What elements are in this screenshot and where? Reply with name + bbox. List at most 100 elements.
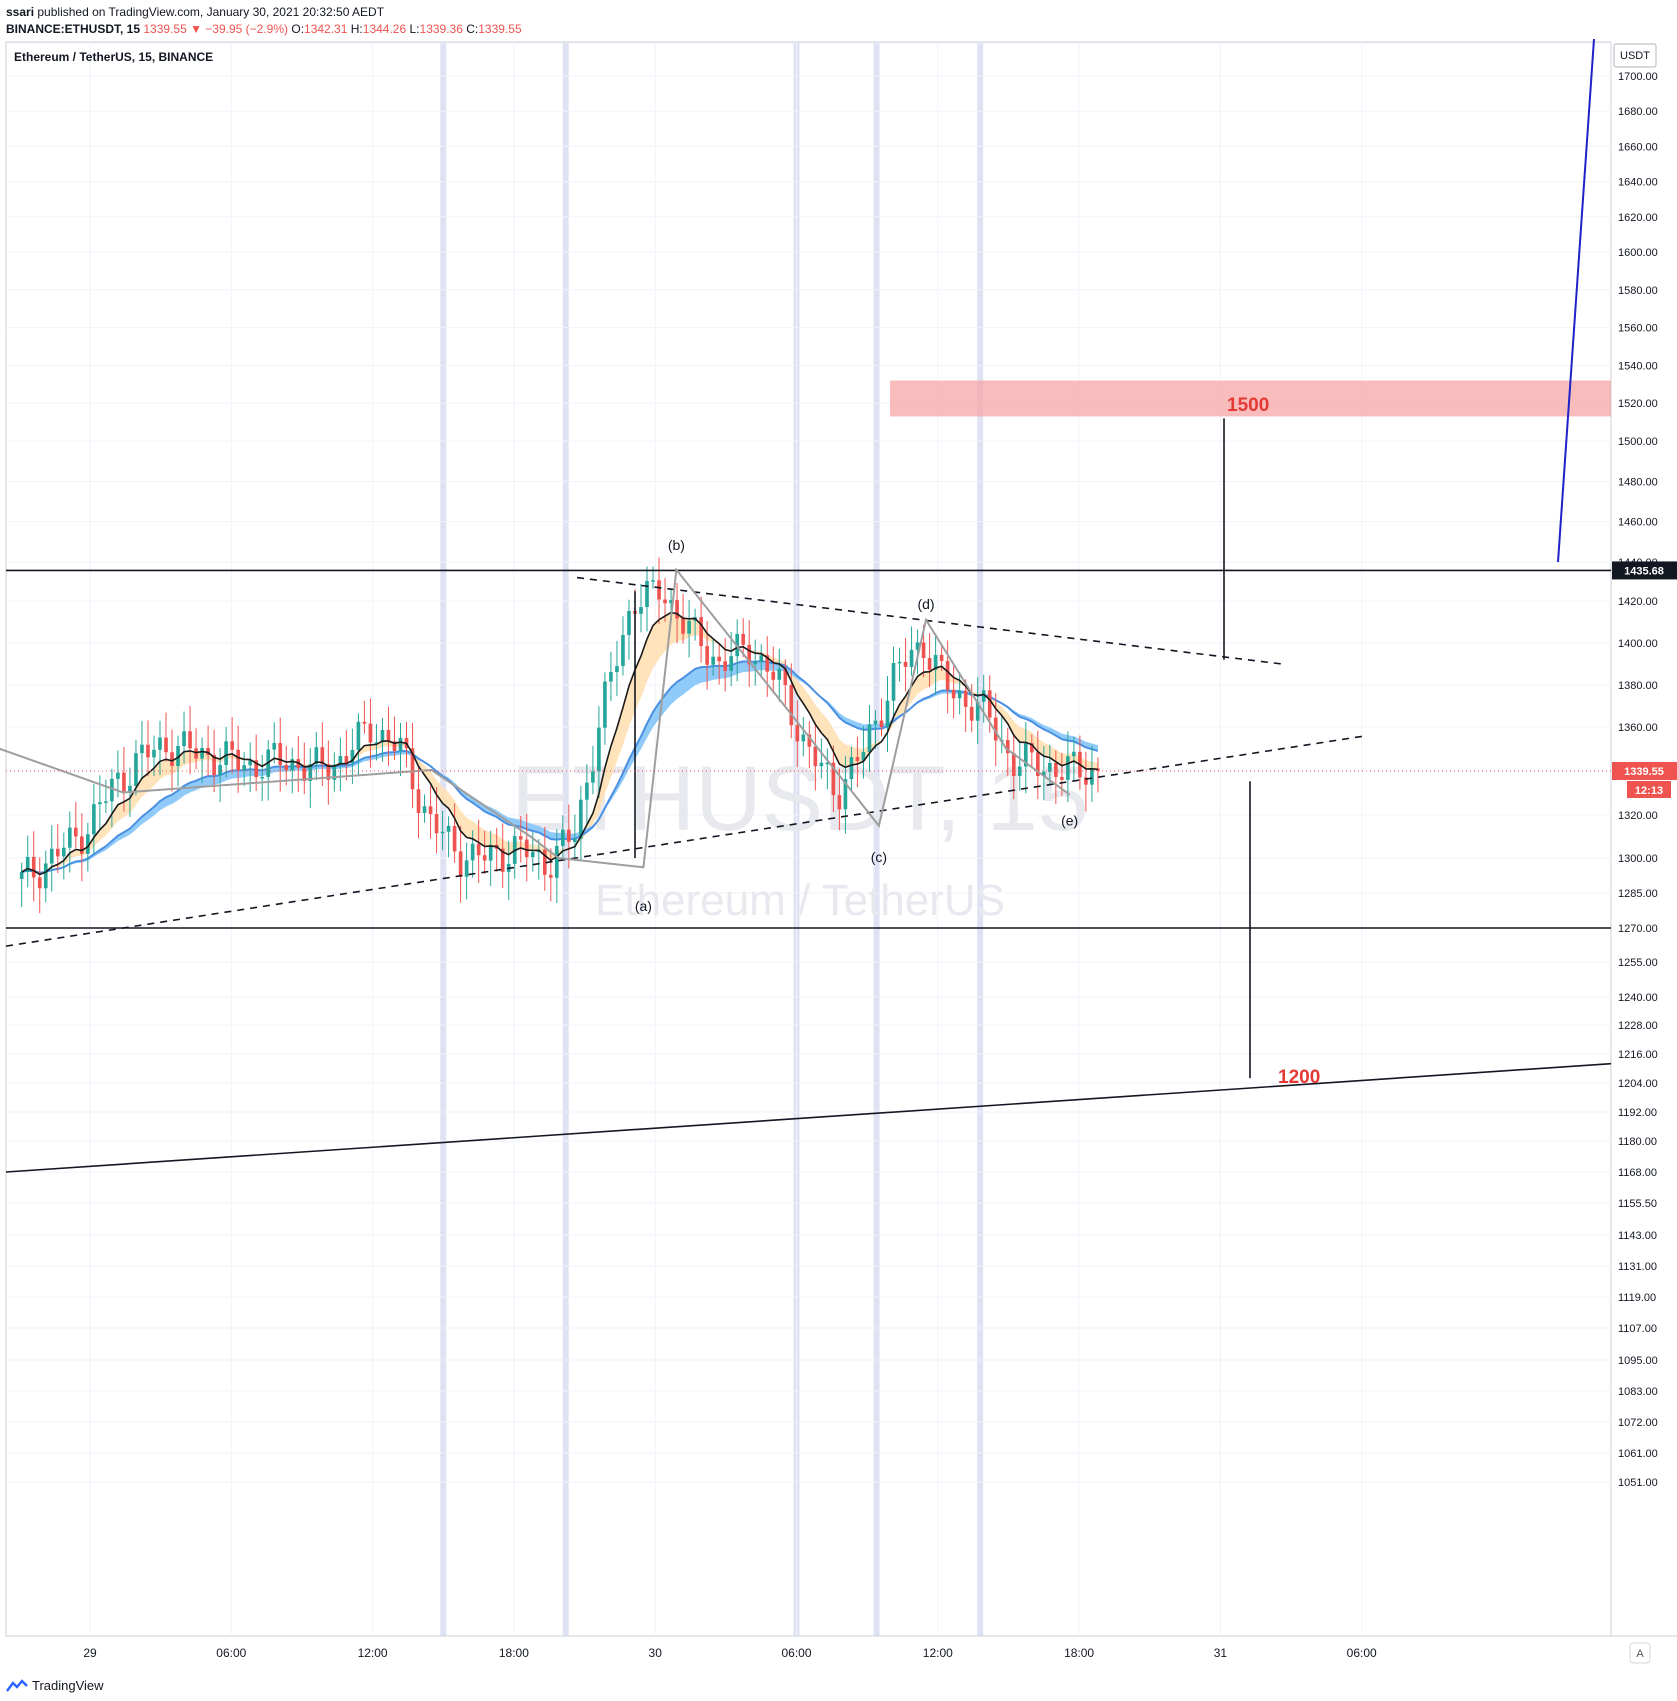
candle-body (416, 789, 421, 813)
currency-label: USDT (1620, 50, 1650, 62)
fast-moving-average (21, 611, 1098, 876)
candle-body (567, 829, 571, 842)
close-value: 1339.55 (478, 22, 522, 36)
time-tick-label: 06:00 (1347, 1646, 1377, 1660)
price-tick-label: 1620.00 (1618, 212, 1658, 224)
candle-body (801, 734, 806, 742)
price-tick-label: 1460.00 (1618, 517, 1658, 529)
auto-scale-button[interactable] (1629, 1642, 1651, 1664)
low-label: L: (409, 22, 420, 36)
candle-body (554, 845, 559, 878)
candles (19, 557, 1100, 914)
price-axis[interactable]: 1700.00 1680.00 1660.00 1640.00 1620.00 1600.… (1618, 71, 1658, 1489)
candle-body (260, 776, 265, 779)
candle-body (164, 737, 168, 753)
candle-body (675, 600, 679, 619)
candle-body (140, 744, 144, 754)
countdown-text: 12:13 (1635, 785, 1663, 797)
candle-body (831, 762, 836, 796)
candle-body (242, 765, 246, 771)
auto-scale-label: A (1636, 1648, 1644, 1660)
open-value: 1342.31 (304, 22, 348, 36)
candle-body (1005, 740, 1010, 754)
candle-body (290, 759, 295, 771)
candle-body (67, 827, 72, 848)
price-tick-label: 1660.00 (1618, 141, 1658, 153)
candle-body (61, 847, 66, 857)
candle-body (548, 874, 553, 878)
candle-body (236, 749, 240, 771)
target-down-label: 1200 (1278, 1067, 1320, 1088)
candle-body (879, 720, 884, 728)
candle-body (146, 744, 150, 758)
ohlc-line: BINANCE:ETHUSDT, 15 1339.55 ▼ −39.95 (−2… (6, 22, 522, 36)
level-tag (1612, 561, 1677, 580)
candle-body (392, 741, 397, 751)
candle-body (747, 644, 752, 665)
candle-body (681, 618, 685, 634)
currency-badge[interactable] (1613, 43, 1657, 68)
candle-body (86, 834, 90, 854)
candle-body (597, 727, 601, 772)
candle-body (1060, 776, 1064, 780)
candle-body (669, 600, 673, 604)
price-tick-label: 1119.00 (1618, 1292, 1656, 1304)
candle-body (248, 760, 253, 766)
candle-body (476, 843, 481, 856)
price-tick-label: 1320.00 (1618, 810, 1658, 822)
price-tick-label: 1228.00 (1618, 1020, 1658, 1032)
candle-body (320, 747, 325, 765)
candle-body (717, 656, 721, 662)
candle-body (1054, 762, 1058, 777)
candle-body (440, 831, 445, 834)
candle-body (224, 741, 228, 765)
time-tick-label: 31 (1214, 1646, 1228, 1660)
time-tick-label: 12:00 (923, 1646, 953, 1660)
price-tick-label: 1580.00 (1618, 285, 1658, 297)
price-tick-label: 1072.00 (1618, 1417, 1658, 1429)
wave-label: (c) (871, 849, 887, 865)
brand-name: TradingView (32, 1678, 104, 1693)
candle-body (170, 752, 174, 767)
candle-body (711, 656, 715, 665)
author-name[interactable]: ssari (6, 5, 35, 19)
price-tick-label: 1083.00 (1618, 1386, 1658, 1398)
candle-body (651, 580, 655, 582)
price-tick-label: 1380.00 (1618, 680, 1658, 692)
candle-body (975, 701, 980, 721)
candle-body (759, 655, 764, 663)
tradingview-logo[interactable]: TradingView (6, 1678, 104, 1693)
candle-body (705, 646, 709, 665)
time-tick-label: 12:00 (358, 1646, 388, 1660)
watermark-description: Ethereum / TetherUS (595, 876, 1005, 925)
candle-body (813, 746, 818, 767)
long-trendline[interactable] (5, 1062, 1612, 1173)
candle-body (452, 825, 457, 852)
elliott-wave-path[interactable] (0, 567, 1071, 869)
price-tick-label: 1270.00 (1618, 923, 1658, 935)
candle-body (410, 748, 415, 790)
price-tick-label: 1420.00 (1618, 596, 1658, 608)
grid (6, 42, 1611, 1636)
blue-projection-line[interactable] (1557, 38, 1595, 563)
last-price-tag (1612, 762, 1677, 780)
wave-label: (d) (917, 596, 934, 612)
candle-body (362, 721, 367, 724)
candle-body (921, 642, 926, 659)
countdown-tag (1627, 781, 1671, 798)
session-band (873, 42, 880, 1636)
candle-body (927, 658, 932, 670)
target-zone[interactable] (890, 380, 1611, 417)
candle-body (957, 690, 962, 699)
candle-body (783, 668, 788, 686)
triangle-lower-trendline[interactable] (5, 734, 1368, 947)
candle-body (687, 620, 691, 634)
candle-body (639, 607, 643, 614)
candle-body (43, 863, 48, 889)
time-axis[interactable]: 29 06:00 12:00 18:00 30 06:00 12:00 18:00 31 06:0… (83, 1646, 1377, 1660)
candle-body (1023, 743, 1028, 767)
low-value: 1339.36 (419, 22, 463, 36)
candle-body (1072, 751, 1076, 757)
candle-body (422, 806, 427, 813)
